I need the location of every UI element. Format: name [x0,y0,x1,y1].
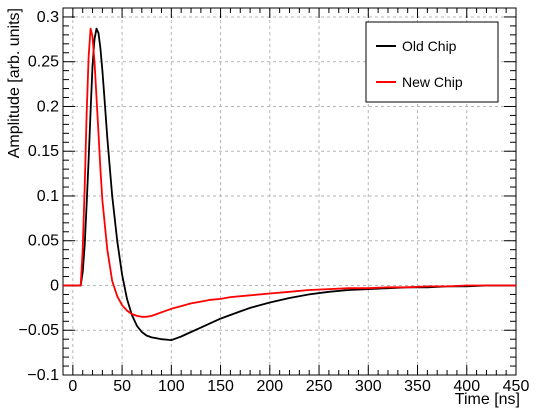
y-tick-label: 0.2 [37,98,59,115]
y-tick-label: −0.1 [27,367,59,384]
y-tick-label: 0.15 [28,143,59,160]
legend-label: New Chip [402,74,463,90]
x-tick-label: 100 [158,378,185,395]
x-tick-label: 150 [207,378,234,395]
y-tick-label: 0.3 [37,9,59,26]
series-group [63,27,516,342]
x-tick-label: 400 [453,378,480,395]
x-tick-label: 450 [503,378,530,395]
axis-ticks: 0 50 100 150 200 250 300 350 400 450 −0.1 −0.05 0 0.0… [19,7,530,395]
y-tick-label: 0.25 [28,54,59,71]
y-tick-label: −0.05 [19,322,60,339]
x-tick-label: 350 [404,378,431,395]
x-tick-label: 200 [256,378,283,395]
series-line-new-chip [63,27,516,318]
legend-box [365,21,499,103]
y-tick-label: 0.05 [28,233,59,250]
x-tick-label: 300 [355,378,382,395]
legend-label: Old Chip [402,38,457,54]
x-tick-label: 250 [306,378,333,395]
y-tick-label: 0.1 [37,188,59,205]
y-axis-title: Amplitude [arb. units] [6,8,23,158]
x-tick-label: 50 [113,378,131,395]
x-tick-label: 0 [68,378,77,395]
legend: Old Chip New Chip [365,21,499,103]
y-tick-label: 0 [50,277,59,294]
x-axis-title: Time [ns] [455,391,520,408]
